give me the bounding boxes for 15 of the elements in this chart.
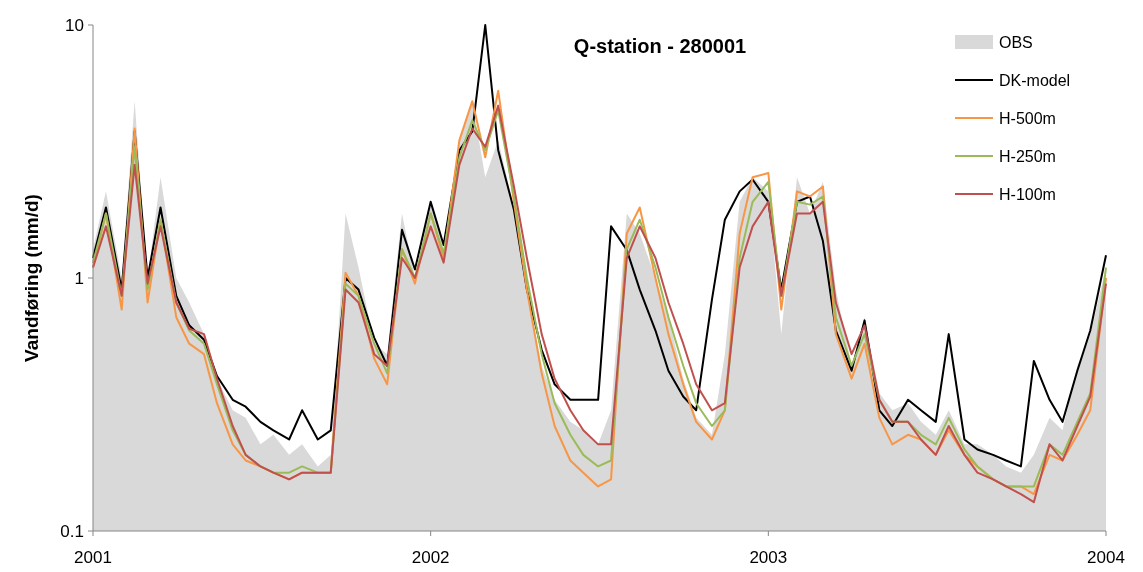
y-tick-label: 1 xyxy=(74,268,84,288)
legend-label: H-500m xyxy=(999,109,1056,127)
legend-label: H-100m xyxy=(999,185,1056,203)
x-tick-label: 2004 xyxy=(1087,548,1125,567)
x-tick-label: 2003 xyxy=(749,548,788,567)
x-tick-label: 2002 xyxy=(411,548,450,567)
x-tick-label: 2001 xyxy=(74,548,112,567)
line-series xyxy=(92,24,1107,468)
y-tick-label: 10 xyxy=(65,15,84,35)
y-axis-title: Vandføring (mm/d) xyxy=(21,194,42,362)
legend-label: OBS xyxy=(999,33,1033,51)
y-tick-label: 0.1 xyxy=(60,521,84,541)
legend-label: DK-model xyxy=(999,71,1071,89)
legend-label: H-250m xyxy=(999,147,1056,165)
text: Q-station - 280001 xyxy=(573,35,747,57)
